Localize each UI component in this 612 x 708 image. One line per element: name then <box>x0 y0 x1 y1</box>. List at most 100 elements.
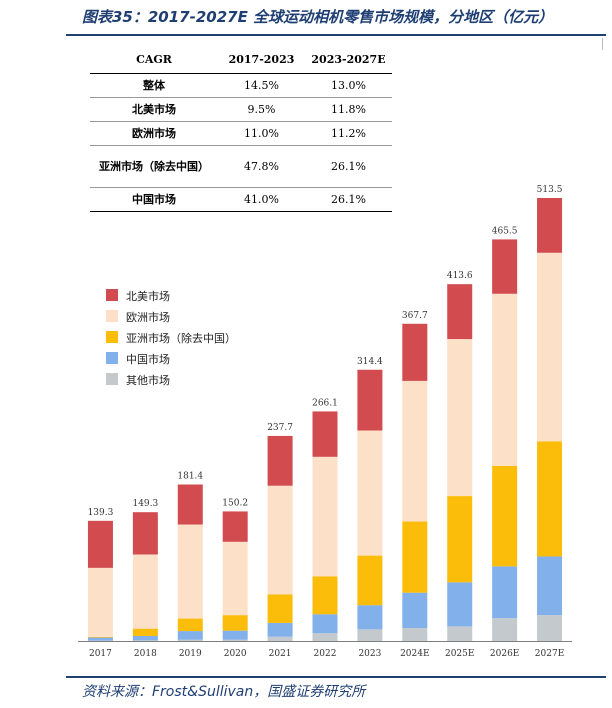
data-label: 266.1 <box>312 398 338 408</box>
legend-label: 中国市场 <box>126 352 170 366</box>
bar-segment <box>177 618 203 632</box>
bar-segment <box>132 640 158 641</box>
cagr-table: CAGR 2017-2023 2023-2027E 整体 14.5% 13.0%… <box>90 46 392 212</box>
row-value-1: 14.5% <box>218 73 305 98</box>
data-label: 237.7 <box>267 423 293 433</box>
legend-swatch <box>106 331 118 343</box>
bar-segment <box>447 496 473 583</box>
bar-segment <box>402 323 428 381</box>
bar-segment <box>492 465 518 567</box>
bar-segment <box>87 637 113 641</box>
bar-segment <box>537 556 563 616</box>
bar-segment <box>537 615 563 641</box>
x-tick-label: 2021 <box>269 649 292 659</box>
bar-segment <box>492 566 518 619</box>
x-tick-label: 2025E <box>445 649 474 659</box>
bar-segment <box>357 555 383 606</box>
table-row: 中国市场 41.0% 26.1% <box>90 187 392 212</box>
bar-segment <box>312 576 338 615</box>
row-label: 欧洲市场 <box>90 121 218 146</box>
bar-segment <box>267 622 293 637</box>
bar-segment <box>222 511 248 542</box>
bar-segment <box>492 618 518 641</box>
edge-mark <box>602 38 603 50</box>
row-value-2: 26.1% <box>305 145 392 188</box>
bar-segment <box>222 615 248 631</box>
legend-swatch <box>106 373 118 385</box>
table-row: 欧洲市场 11.0% 11.2% <box>90 121 392 146</box>
bar-segment <box>267 485 293 595</box>
row-label: 北美市场 <box>90 97 218 122</box>
bar-segment <box>357 430 383 556</box>
bar-segment <box>132 636 158 641</box>
bar-segment <box>447 582 473 627</box>
cagr-header-period1: 2017-2023 <box>218 46 305 74</box>
data-label: 367.7 <box>402 311 428 321</box>
row-label: 整体 <box>90 73 218 98</box>
bar-segment <box>447 284 473 340</box>
row-value-1: 9.5% <box>218 97 305 122</box>
figure-title: 图表35：2017-2027E 全球运动相机零售市场规模，分地区（亿元） <box>82 8 554 26</box>
data-label: 149.3 <box>132 499 158 509</box>
bar-segment <box>222 639 248 641</box>
row-value-1: 47.8% <box>218 145 305 188</box>
bar-segment <box>312 456 338 577</box>
row-value-2: 26.1% <box>305 187 392 212</box>
bar-segment <box>87 520 113 568</box>
bar-segment <box>537 198 563 253</box>
title-rule <box>66 34 606 36</box>
bar-segment <box>447 339 473 497</box>
bar-segment <box>537 252 563 442</box>
row-value-2: 13.0% <box>305 73 392 98</box>
x-tick-label: 2022 <box>314 649 337 659</box>
bar-segment <box>267 435 293 486</box>
data-label: 513.5 <box>537 185 563 195</box>
data-label: 150.2 <box>222 498 248 508</box>
bar-segment <box>132 554 158 629</box>
source-note: 资料来源：Frost&Sullivan，国盛证券研究所 <box>82 684 366 700</box>
x-tick-label: 2020 <box>224 649 247 659</box>
x-tick-label: 2027E <box>535 649 564 659</box>
bar-segment <box>447 626 473 641</box>
bar-segment <box>357 629 383 641</box>
source-rule <box>66 676 606 678</box>
bar-segment <box>402 521 428 593</box>
bar-segment <box>222 630 248 640</box>
bar-segment <box>402 592 428 629</box>
table-row: 亚洲市场（除去中国） 47.8% 26.1% <box>90 145 392 188</box>
legend-swatch <box>106 352 118 364</box>
legend-label: 其他市场 <box>126 373 170 387</box>
bar-segment <box>402 380 428 522</box>
legend-swatch <box>106 310 118 322</box>
x-tick-label: 2026E <box>490 649 519 659</box>
bar-segment <box>492 239 518 294</box>
data-label: 413.6 <box>447 271 473 281</box>
row-value-1: 11.0% <box>218 121 305 146</box>
legend-swatch <box>106 289 118 301</box>
bar-segment <box>402 628 428 641</box>
bar-segment <box>492 293 518 466</box>
bar-segment <box>132 628 158 636</box>
bar-segment <box>267 594 293 623</box>
table-row: 北美市场 9.5% 11.8% <box>90 97 392 122</box>
x-tick-label: 2024E <box>400 649 429 659</box>
bar-segment <box>312 633 338 641</box>
cagr-header-period2: 2023-2027E <box>305 46 392 74</box>
data-label: 181.4 <box>177 472 203 482</box>
bar-segment <box>222 541 248 616</box>
bar-segment <box>87 636 113 638</box>
cagr-header-label: CAGR <box>90 46 218 74</box>
legend-label: 亚洲市场（除去中国） <box>126 331 236 345</box>
table-row: 整体 14.5% 13.0% <box>90 73 392 98</box>
data-label: 465.5 <box>492 226 518 236</box>
row-value-2: 11.8% <box>305 97 392 122</box>
data-label: 139.3 <box>88 508 114 518</box>
bar-segment <box>177 639 203 641</box>
legend-label: 北美市场 <box>126 289 170 303</box>
row-value-2: 11.2% <box>305 121 392 146</box>
x-tick-label: 2019 <box>179 649 202 659</box>
bar-segment <box>87 567 113 637</box>
row-label: 亚洲市场（除去中国） <box>90 145 218 188</box>
x-tick-label: 2018 <box>134 649 157 659</box>
